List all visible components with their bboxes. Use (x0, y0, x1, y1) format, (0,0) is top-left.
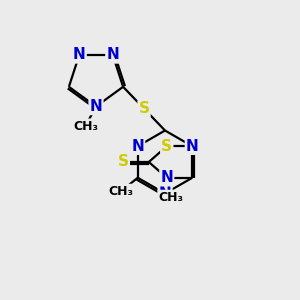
Text: N: N (160, 170, 173, 185)
Text: N: N (90, 99, 102, 114)
Text: N: N (131, 139, 144, 154)
Text: S: S (161, 139, 172, 154)
Text: CH₃: CH₃ (73, 119, 98, 133)
Text: CH₃: CH₃ (109, 185, 134, 198)
Text: CH₃: CH₃ (159, 191, 184, 204)
Text: S: S (118, 154, 129, 169)
Text: S: S (139, 101, 150, 116)
Text: N: N (159, 186, 171, 201)
Text: N: N (106, 47, 119, 62)
Text: N: N (186, 139, 199, 154)
Text: N: N (73, 47, 85, 62)
